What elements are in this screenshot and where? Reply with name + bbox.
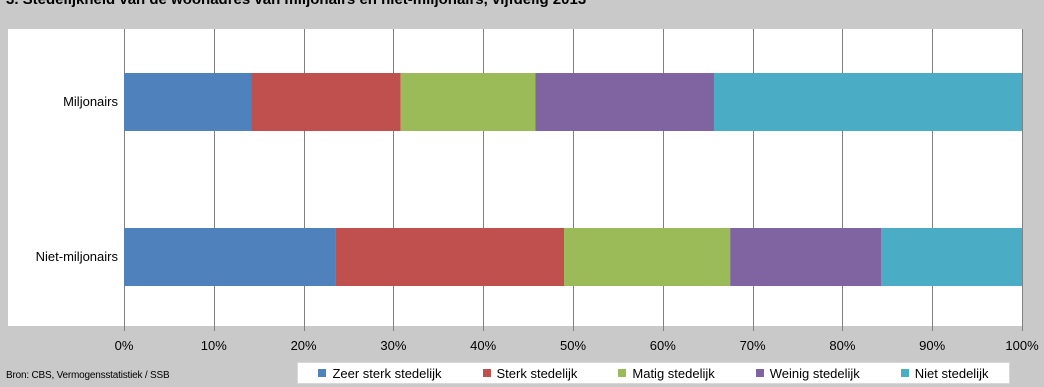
legend-item: Matig stedelijk (618, 365, 715, 381)
bar-segment (124, 73, 252, 131)
bar-segment (713, 73, 1022, 131)
legend-label: Matig stedelijk (632, 365, 715, 381)
legend-label: Zeer sterk stedelijk (332, 365, 442, 381)
x-tick-label: 80% (829, 338, 855, 353)
category-labels: Miljonairs Niet-miljonairs (36, 94, 119, 264)
x-tick-label: 40% (470, 338, 496, 353)
legend-item: Weinig stedelijk (755, 365, 860, 381)
x-tick-label: 20% (291, 338, 317, 353)
legend-label: Sterk stedelijk (496, 365, 578, 381)
bar-segment (535, 73, 714, 131)
legend-item: Sterk stedelijk (482, 365, 578, 381)
legend-swatch (618, 369, 627, 377)
x-tick-label: 100% (1005, 338, 1039, 353)
x-tick-label: 70% (740, 338, 766, 353)
x-tick-label: 10% (201, 338, 227, 353)
bar-segment (564, 228, 731, 286)
legend-item: Zeer sterk stedelijk (318, 365, 442, 381)
chart-title: 3. Stedelijkheid van de woonadres van mi… (6, 0, 1036, 11)
x-tick-label: 0% (115, 338, 134, 353)
bars (124, 73, 1022, 286)
bar-segment (335, 228, 565, 286)
legend-label: Niet stedelijk (914, 365, 989, 381)
legend-swatch (318, 369, 327, 377)
chart-area (8, 29, 124, 326)
legend-item: Niet stedelijk (900, 365, 989, 381)
x-tick-label: 90% (919, 338, 945, 353)
bar-segment (251, 73, 401, 131)
x-tick-labels: 0% 10% 20% 30% 40% 50% 60% 70% 80% 90% 100% (115, 338, 1039, 353)
legend-label: Weinig stedelijk (769, 365, 860, 381)
legend: Zeer sterk stedelijk Sterk stedelijk Matig… (297, 362, 1010, 384)
bar-segment (730, 228, 882, 286)
bar-segment (400, 73, 536, 131)
stacked-bar-chart: Miljonairs Niet-miljonairs 0% 10% 20% 30% 40%… (8, 29, 1039, 353)
legend-swatch (482, 369, 491, 377)
x-tick-label: 60% (650, 338, 676, 353)
bar-segment (881, 228, 1022, 286)
category-label: Miljonairs (63, 94, 118, 109)
category-label: Niet-miljonairs (36, 249, 119, 264)
source-note: Bron: CBS, Vermogensstatistiek / SSB (6, 370, 170, 381)
x-tick-label: 30% (380, 338, 406, 353)
x-tick-label: 50% (560, 338, 586, 353)
legend-swatch (755, 369, 764, 377)
legend-swatch (900, 369, 909, 377)
bar-segment (124, 228, 336, 286)
